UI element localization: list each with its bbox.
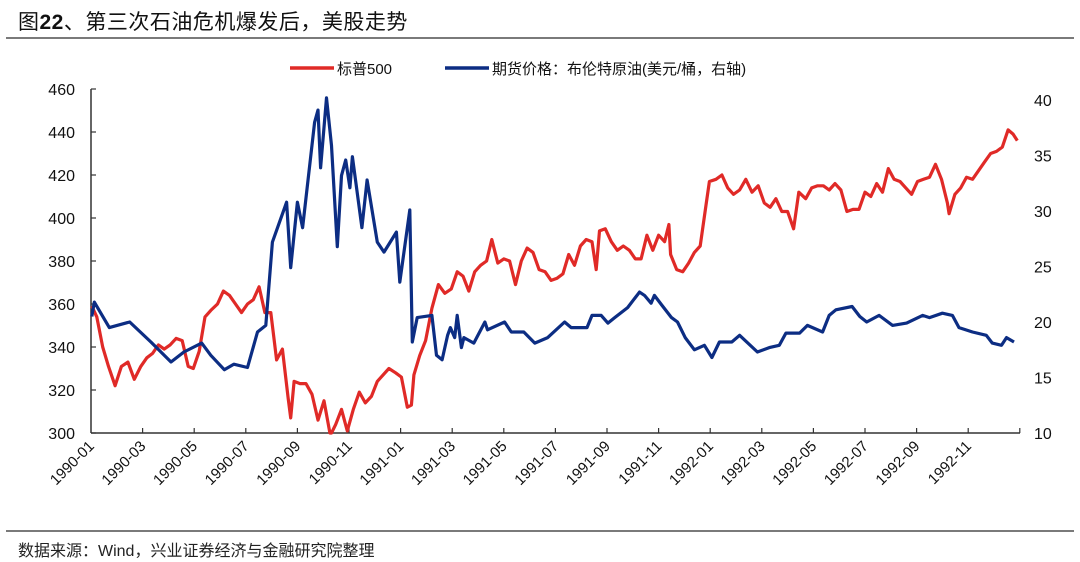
x-tick-label: 1990-11 bbox=[306, 438, 356, 488]
x-tick-label: 1991-07 bbox=[511, 438, 562, 489]
x-tick-label: 1991-09 bbox=[563, 438, 614, 489]
footer-divider bbox=[6, 530, 1074, 532]
series-lines bbox=[90, 96, 1019, 435]
x-tick-label: 1992-03 bbox=[718, 438, 769, 489]
series-line-sp500 bbox=[90, 128, 1019, 435]
x-tick-label: 1990-07 bbox=[202, 438, 253, 489]
axes: 300 320 340 360 380 400 420 440 460 10 15 20 25 30 35 4… bbox=[47, 82, 1052, 489]
x-tick-label: 1992-07 bbox=[821, 438, 872, 489]
title-text: 、第三次石油危机爆发后，美股走势 bbox=[63, 11, 408, 34]
x-tick-label: 1991-05 bbox=[460, 438, 511, 489]
right-y-tick-label: 35 bbox=[1034, 149, 1052, 166]
x-tick-label: 1991-11 bbox=[615, 438, 665, 488]
right-y-tick-label: 10 bbox=[1034, 426, 1052, 443]
series-line-brent bbox=[90, 96, 1015, 372]
left-y-tick-label: 460 bbox=[48, 82, 75, 99]
x-tick-label: 1991-01 bbox=[356, 438, 407, 489]
title-prefix: 图 bbox=[18, 11, 40, 34]
line-chart: 标普500 期货价格：布伦特原油(美元/桶，右轴) 300 320 340 360 38… bbox=[47, 61, 1052, 489]
x-tick-label: 1992-11 bbox=[925, 438, 975, 488]
left-y-tick-label: 380 bbox=[48, 254, 75, 271]
x-tick-label: 1992-09 bbox=[872, 438, 923, 489]
x-tick-label: 1990-09 bbox=[253, 438, 304, 489]
x-tick-label: 1990-05 bbox=[150, 438, 201, 489]
right-y-tick-label: 40 bbox=[1034, 93, 1052, 110]
left-y-tick-label: 300 bbox=[48, 426, 75, 443]
legend-label-sp500: 标普500 bbox=[337, 61, 392, 78]
x-tick-label: 1990-01 bbox=[47, 438, 98, 489]
source-note: 数据来源：Wind，兴业证券经济与金融研究院整理 bbox=[18, 543, 375, 560]
x-tick-label: 1992-05 bbox=[769, 438, 820, 489]
left-y-tick-label: 400 bbox=[48, 211, 75, 228]
legend-label-brent: 期货价格：布伦特原油(美元/桶，右轴) bbox=[492, 61, 746, 78]
right-y-tick-label: 30 bbox=[1034, 204, 1052, 221]
x-tick-label: 1992-01 bbox=[666, 438, 717, 489]
right-y-tick-label: 15 bbox=[1034, 371, 1052, 388]
x-tick-label: 1990-03 bbox=[98, 438, 149, 489]
left-y-tick-label: 320 bbox=[48, 383, 75, 400]
right-y-tick-label: 25 bbox=[1034, 260, 1052, 277]
left-y-tick-label: 360 bbox=[48, 297, 75, 314]
left-y-tick-label: 440 bbox=[48, 125, 75, 142]
right-y-tick-label: 20 bbox=[1034, 315, 1052, 332]
left-y-tick-label: 340 bbox=[48, 340, 75, 357]
title-divider bbox=[6, 37, 1074, 39]
left-y-tick-label: 420 bbox=[48, 168, 75, 185]
chart-title: 图22、第三次石油危机爆发后，美股走势 bbox=[18, 6, 408, 36]
x-tick-label: 1991-03 bbox=[408, 438, 459, 489]
legend: 标普500 期货价格：布伦特原油(美元/桶，右轴) bbox=[290, 61, 746, 78]
title-number: 22 bbox=[39, 11, 64, 34]
